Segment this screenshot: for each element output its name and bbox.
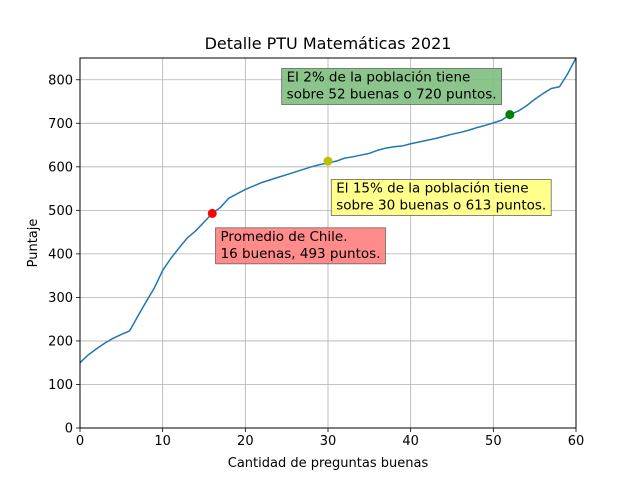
annotation-marker <box>323 156 333 166</box>
annotation-text-line: El 2% de la población tiene <box>287 70 471 86</box>
chart-title: Detalle PTU Matemáticas 2021 <box>205 34 452 53</box>
x-axis-label: Cantidad de preguntas buenas <box>228 456 429 471</box>
annotation-text-line: sobre 52 buenas o 720 puntos. <box>287 87 497 103</box>
annotation-1: Promedio de Chile.16 buenas, 493 puntos. <box>215 227 386 265</box>
annotation-marker <box>207 208 217 218</box>
annotation-marker <box>505 110 515 120</box>
x-tick-label: 0 <box>76 434 84 449</box>
annotation-box <box>215 227 386 265</box>
y-tick-label: 300 <box>48 291 73 306</box>
y-tick-label: 0 <box>65 422 73 437</box>
y-tick-label: 100 <box>48 378 73 393</box>
y-tick-label: 200 <box>48 334 73 349</box>
x-tick-label: 10 <box>154 434 171 449</box>
y-tick-label: 600 <box>48 160 73 175</box>
annotation-text-line: sobre 30 buenas o 613 puntos. <box>336 198 546 214</box>
y-tick-label: 800 <box>48 73 73 88</box>
y-axis-label: Puntaje <box>26 219 41 268</box>
x-tick-label: 50 <box>485 434 502 449</box>
annotation-text-line: Promedio de Chile. <box>221 229 348 245</box>
annotation-box <box>281 68 503 105</box>
y-tick-label: 500 <box>48 204 73 219</box>
x-tick-label: 30 <box>320 434 337 449</box>
x-tick-label: 60 <box>568 434 585 449</box>
x-tick-label: 20 <box>237 434 254 449</box>
annotation-markers <box>207 110 515 218</box>
y-tick-label: 700 <box>48 117 73 132</box>
x-tick-label: 40 <box>402 434 419 449</box>
annotation-box <box>330 179 552 216</box>
annotation-text-line: 16 buenas, 493 puntos. <box>221 246 381 262</box>
y-tick-label: 400 <box>48 247 73 262</box>
annotation-text-line: El 15% de la población tiene <box>336 181 528 197</box>
annotation-boxes: Promedio de Chile.16 buenas, 493 puntos.… <box>215 68 552 265</box>
